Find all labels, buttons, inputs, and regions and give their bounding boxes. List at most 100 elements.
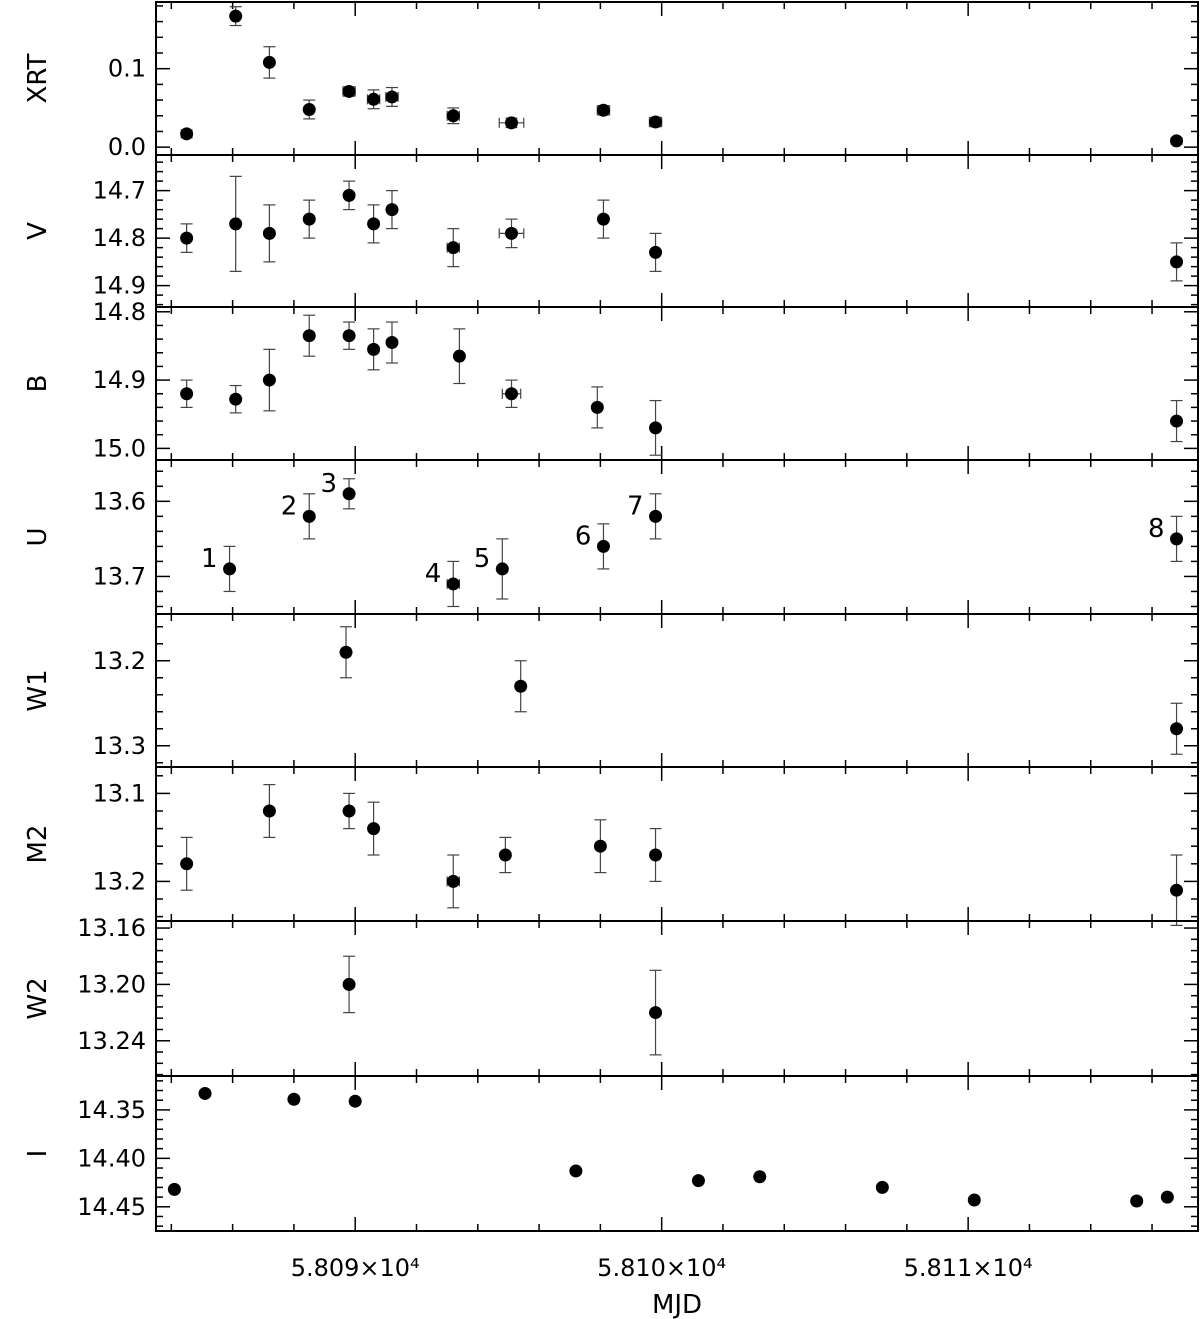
y-tick-label: 0.0 xyxy=(108,133,146,161)
panel-v: 14.7 14.8 14.9 V xyxy=(23,154,1199,308)
data-point xyxy=(180,223,194,253)
data-marker xyxy=(342,487,356,501)
x-tick-label: 5.810×10⁴ xyxy=(597,1254,726,1282)
y-tick-label: 13.6 xyxy=(93,487,146,515)
data-marker xyxy=(1170,883,1184,897)
data-marker xyxy=(223,562,237,576)
data-marker xyxy=(302,102,316,116)
data-marker xyxy=(167,1182,181,1196)
data-point xyxy=(446,854,461,909)
data-marker xyxy=(505,226,519,240)
data-point xyxy=(1170,702,1184,755)
panel-i: 14.35 14.40 14.45 I xyxy=(23,1075,1199,1232)
data-point xyxy=(649,399,663,456)
panel-frame xyxy=(155,154,1199,308)
data-point xyxy=(367,204,381,244)
data-point xyxy=(229,384,243,414)
data-point xyxy=(446,228,461,268)
data-marker xyxy=(649,245,663,259)
panel-y-label: V xyxy=(23,222,53,240)
data-marker xyxy=(1160,1190,1174,1204)
data-point xyxy=(446,560,461,608)
y-tick-label: 13.24 xyxy=(77,1027,146,1055)
data-point xyxy=(590,386,604,429)
panel-frame xyxy=(155,766,1199,922)
data-marker xyxy=(262,226,276,240)
panel-frame xyxy=(155,459,1199,615)
data-point xyxy=(498,836,512,874)
data-marker xyxy=(593,839,607,853)
panel-y-label: XRT xyxy=(23,53,53,103)
data-point xyxy=(649,827,663,883)
data-marker xyxy=(348,1094,362,1108)
panel-frame xyxy=(155,306,1199,461)
point-annotation: 6 xyxy=(575,521,592,551)
data-marker xyxy=(1170,414,1184,428)
data-marker xyxy=(596,539,610,553)
data-point xyxy=(223,545,237,593)
y-tick-label: 15.0 xyxy=(93,434,146,462)
data-marker xyxy=(342,188,356,202)
data-marker xyxy=(198,1086,212,1100)
data-point xyxy=(367,328,381,371)
data-point xyxy=(302,314,316,357)
y-tick-label: 14.9 xyxy=(93,366,146,394)
data-point xyxy=(648,115,663,129)
panel-b: 14.8 14.9 15.0 B xyxy=(23,298,1199,462)
data-point xyxy=(514,660,528,713)
data-point xyxy=(691,1174,705,1188)
data-point xyxy=(348,1094,362,1108)
data-point xyxy=(342,955,356,1014)
panel-y-label: B xyxy=(23,375,53,393)
x-axis-ticks: 5.809×10⁴ 5.810×10⁴ 5.811×10⁴ xyxy=(291,1254,1033,1282)
x-tick-label: 5.811×10⁴ xyxy=(904,1254,1033,1282)
data-point xyxy=(287,1092,301,1106)
data-marker xyxy=(302,329,316,343)
point-annotation: 3 xyxy=(321,469,338,499)
data-point xyxy=(339,626,353,679)
data-point xyxy=(596,199,610,239)
data-marker xyxy=(385,90,399,104)
data-point xyxy=(342,84,356,98)
data-point xyxy=(1170,515,1184,563)
data-marker xyxy=(514,679,528,693)
data-marker xyxy=(446,577,460,591)
data-point xyxy=(342,180,356,211)
data-point xyxy=(198,1086,212,1100)
data-point xyxy=(498,218,525,249)
data-point xyxy=(302,99,316,120)
data-marker xyxy=(495,562,509,576)
point-annotation: 1 xyxy=(201,544,218,574)
x-axis-title: MJD xyxy=(652,1290,702,1319)
point-annotation: 4 xyxy=(425,559,442,589)
data-marker xyxy=(446,241,460,255)
panel-y-label: U xyxy=(23,527,53,546)
panel-frame xyxy=(155,613,1199,768)
data-point xyxy=(302,493,316,540)
data-marker xyxy=(569,1164,583,1178)
y-tick-label: 13.20 xyxy=(77,970,146,998)
data-point xyxy=(385,321,399,364)
data-point xyxy=(385,86,399,107)
data-point xyxy=(498,116,525,130)
data-marker xyxy=(590,400,604,414)
data-marker xyxy=(180,127,194,141)
data-point xyxy=(452,328,466,385)
data-marker xyxy=(452,349,466,363)
panel-y-label: W2 xyxy=(23,977,53,1019)
y-tick-label: 13.2 xyxy=(93,867,146,895)
data-point xyxy=(229,175,243,272)
data-point xyxy=(875,1180,889,1194)
data-marker xyxy=(367,342,381,356)
data-marker xyxy=(302,212,316,226)
data-marker xyxy=(446,109,460,123)
panel-y-label: M2 xyxy=(23,825,53,864)
data-point xyxy=(262,348,276,412)
data-marker xyxy=(498,848,512,862)
data-point xyxy=(385,190,399,230)
data-point xyxy=(367,801,381,856)
point-annotation: 2 xyxy=(281,491,298,521)
data-point xyxy=(180,127,194,141)
